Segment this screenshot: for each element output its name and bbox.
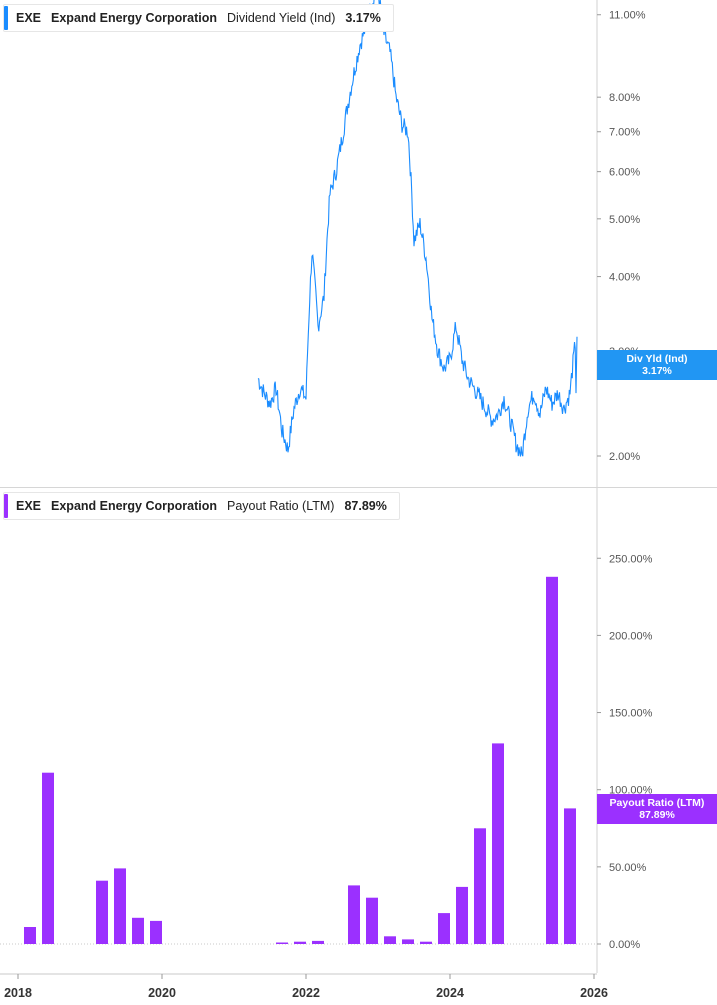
dividend-yield-panel: 2.00%3.00%4.00%5.00%6.00%7.00%8.00%11.00…	[0, 0, 717, 488]
payout-bar[interactable]	[294, 941, 306, 944]
metric-name: Payout Ratio (LTM)	[227, 499, 335, 513]
metric-value: 87.89%	[344, 499, 387, 513]
y-tick-label: 150.00%	[609, 708, 653, 720]
series-color-swatch	[4, 6, 8, 30]
y-tick-label: 0.00%	[609, 939, 640, 951]
y-tick-label: 8.00%	[609, 92, 640, 104]
y-axis-ticks: 0.00% 50.00% 100.00% 150.00% 200.00% 250.00%	[597, 553, 653, 951]
x-tick-label: 2024	[436, 986, 464, 1000]
badge-label: Payout Ratio (LTM)	[609, 797, 705, 809]
y-tick-label: 6.00%	[609, 167, 640, 179]
x-tick-label: 2022	[292, 986, 320, 1000]
y-tick-label: 100.00%	[609, 785, 653, 797]
payout-bar[interactable]	[312, 940, 324, 944]
badge-value: 3.17%	[642, 365, 672, 377]
payout-bar[interactable]	[420, 941, 432, 944]
y-tick-label: 50.00%	[609, 862, 647, 874]
y-axis-ticks: 2.00%3.00%4.00%5.00%6.00%7.00%8.00%11.00…	[597, 10, 646, 463]
company-name: Expand Energy Corporation	[51, 499, 218, 513]
dividend-yield-line[interactable]	[257, 0, 578, 457]
ticker-label: EXE	[16, 499, 42, 513]
y-tick-label: 200.00%	[609, 630, 653, 642]
x-tick-label: 2018	[4, 986, 32, 1000]
payout-bar[interactable]	[276, 942, 288, 945]
current-value-badge: Div Yld (Ind) 3.17%	[597, 350, 717, 380]
x-tick-label: 2020	[148, 986, 176, 1000]
current-value-badge: Payout Ratio (LTM) 87.89%	[597, 794, 717, 824]
payout-bar[interactable]	[348, 885, 360, 944]
payout-ratio-panel: 0.00% 50.00% 100.00% 150.00% 200.00% 250.00% …	[0, 488, 717, 973]
badge-value: 87.89%	[639, 809, 675, 821]
y-tick-label: 250.00%	[609, 553, 653, 565]
dividend-yield-legend[interactable]: EXE Expand Energy Corporation Dividend Y…	[3, 4, 394, 32]
x-tick-label: 2026	[580, 986, 608, 1000]
payout-bar[interactable]	[456, 886, 468, 944]
payout-bar[interactable]	[564, 808, 576, 944]
payout-bar[interactable]	[492, 743, 504, 944]
payout-bar[interactable]	[438, 913, 450, 944]
ticker-label: EXE	[16, 11, 42, 25]
series-color-swatch	[4, 494, 8, 518]
y-tick-label: 2.00%	[609, 451, 640, 463]
payout-bar[interactable]	[42, 772, 54, 944]
y-tick-label: 11.00%	[609, 10, 646, 22]
y-tick-label: 7.00%	[609, 127, 640, 139]
payout-bar[interactable]	[402, 939, 414, 944]
payout-ratio-legend[interactable]: EXE Expand Energy Corporation Payout Rat…	[3, 492, 400, 520]
payout-bar[interactable]	[150, 920, 162, 944]
company-name: Expand Energy Corporation	[51, 11, 218, 25]
time-x-axis[interactable]: 2018 2020 2022 2024 2026	[0, 973, 717, 1005]
payout-bar[interactable]	[384, 936, 396, 944]
y-tick-label: 4.00%	[609, 272, 640, 284]
payout-bar[interactable]	[114, 868, 126, 944]
payout-bar[interactable]	[546, 576, 558, 944]
payout-bar[interactable]	[366, 897, 378, 944]
x-axis-ticks: 2018 2020 2022 2024 2026	[4, 974, 608, 1000]
badge-label: Div Yld (Ind)	[626, 353, 688, 365]
payout-bars	[24, 576, 576, 945]
payout-bar[interactable]	[96, 880, 108, 944]
payout-bar[interactable]	[132, 917, 144, 944]
payout-bar[interactable]	[24, 927, 36, 944]
panel-divider[interactable]	[0, 487, 717, 488]
metric-name: Dividend Yield (Ind)	[227, 11, 336, 25]
dividend-yield-chart: 2.00%3.00%4.00%5.00%6.00%7.00%8.00%11.00…	[257, 0, 646, 488]
metric-value: 3.17%	[345, 11, 381, 25]
payout-ratio-chart: 0.00% 50.00% 100.00% 150.00% 200.00% 250.00%	[0, 488, 653, 973]
payout-bar[interactable]	[474, 828, 486, 944]
y-tick-label: 5.00%	[609, 214, 640, 226]
